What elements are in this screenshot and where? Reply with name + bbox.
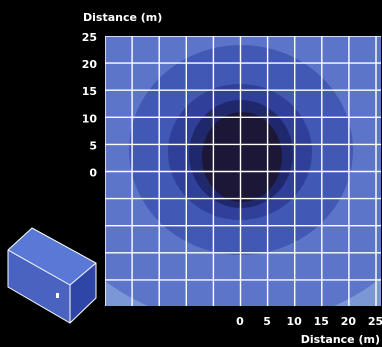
y-tick-label: 20: [82, 58, 98, 71]
box-edge: [7, 249, 71, 286]
box-top-face: [8, 228, 96, 285]
y-tick-label: 15: [82, 85, 97, 98]
x-tick-label: 0: [236, 315, 244, 328]
y-tick-label: 0: [89, 167, 97, 180]
y-tick-label: 5: [89, 139, 97, 152]
x-tick-label: 15: [314, 315, 329, 328]
box-edge: [69, 262, 97, 286]
x-axis-title: Distance (m): [301, 333, 380, 346]
y-axis-title: Distance (m): [83, 11, 162, 24]
box-marker: [56, 293, 59, 298]
x-tick-label: 20: [341, 315, 357, 328]
box-side-face: [70, 263, 96, 323]
x-tick-label: 25: [368, 315, 382, 328]
object-box-icon: [7, 227, 97, 324]
x-tick-label: 5: [263, 315, 271, 328]
y-tick-label: 25: [82, 31, 97, 44]
x-tick-label: 10: [287, 315, 303, 328]
y-tick-label: 10: [82, 112, 98, 125]
contour-core: [202, 112, 282, 202]
x-tick-labels: 0 5 10 15 20 25: [236, 315, 382, 328]
plot-area: [105, 36, 381, 306]
box-outline: [7, 227, 97, 324]
box-front-face: [8, 250, 70, 323]
y-tick-labels: 25 20 15 10 5 0: [82, 31, 98, 180]
grid-lines: [105, 36, 381, 306]
